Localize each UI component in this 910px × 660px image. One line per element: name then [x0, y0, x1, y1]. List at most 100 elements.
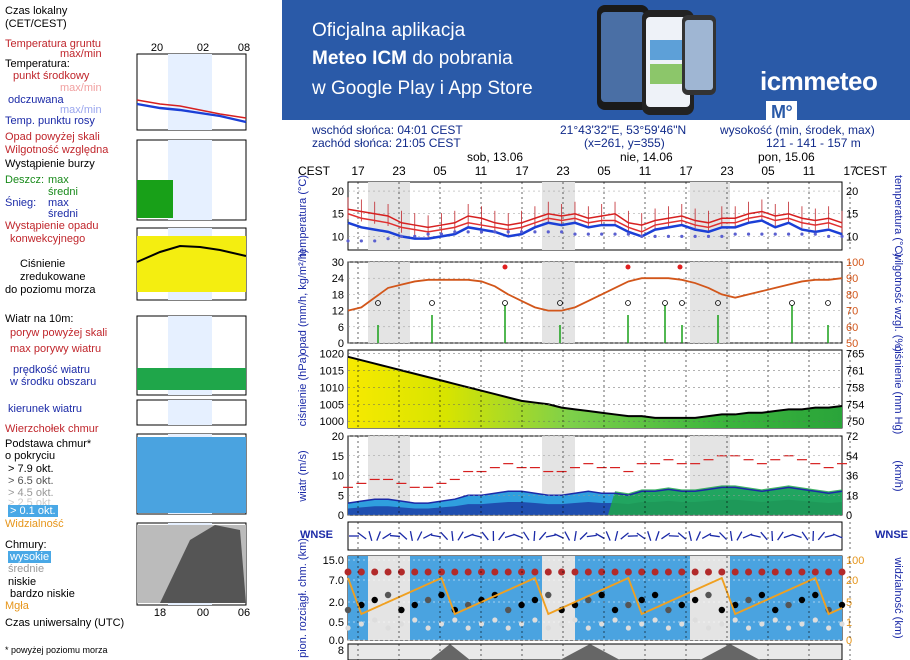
- temp-dew-point: [386, 237, 390, 241]
- legend-time-bottom-label: 00: [197, 607, 209, 619]
- pressure-area: [348, 356, 842, 428]
- visibility-tick-right: 20: [846, 575, 858, 587]
- cloud-top-dot: [584, 568, 592, 576]
- cloud-tick-left: 15.0: [323, 555, 344, 567]
- legend-time-bottom-label: 06: [238, 607, 250, 619]
- wind-speed-area-dark: [348, 499, 842, 515]
- wind-direction-arrow: [783, 533, 794, 539]
- cloud-panel-frame: [347, 555, 843, 641]
- sunset-text: zachód słońca: 21:05 CEST: [312, 136, 461, 150]
- wind-tick-left: 20: [332, 431, 344, 443]
- phone-mockup-icon: [597, 5, 716, 115]
- temp-series-felt: [347, 219, 843, 240]
- cloud-base-dot: [691, 596, 699, 604]
- cloud-base-dot-light: [438, 621, 445, 627]
- cloud-top-dot: [785, 568, 793, 576]
- wind-direction-arrow: [416, 531, 423, 541]
- wind-direction-arrow: [409, 530, 413, 542]
- cloud-top-dot: [478, 568, 486, 576]
- legend-okt-1: > 6.5 okt.: [8, 475, 54, 487]
- wind-direction-arrow: [472, 534, 482, 538]
- cloud-base-dot: [545, 591, 552, 599]
- legend-time-top-label: 02: [197, 42, 209, 54]
- legend-ground-temp: Temperatura gruntu: [5, 38, 101, 50]
- wind-night-band-2: [690, 436, 730, 515]
- cloud-base-dot: [478, 596, 485, 604]
- cloud-base-dot-light: [599, 621, 605, 627]
- wind-direction-arrow: [729, 530, 733, 542]
- cloud-top-dot: [518, 568, 526, 576]
- cloud-top-dot: [664, 568, 672, 576]
- cloud-top-dot: [731, 568, 739, 576]
- wind-direction-arrow: [579, 532, 588, 540]
- banner-app-name: Meteo ICM: [312, 48, 407, 69]
- app-promo-banner[interactable]: Oficjalna aplikacja Meteo ICM do pobrani…: [282, 0, 910, 120]
- cloud-base-dot: [384, 591, 392, 599]
- cloud-base-dot: [558, 606, 565, 614]
- cloud-base-dot: [411, 601, 418, 609]
- cloud-base-dot-light: [532, 617, 538, 623]
- wind-tick-right: 36: [846, 471, 858, 483]
- wind-direction-arrow: [357, 532, 367, 540]
- temp-ylabel-left: temperatura (°C): [297, 175, 309, 257]
- temp-dew-point: [399, 234, 404, 238]
- cloud-top-dot: [758, 568, 766, 576]
- hour-tick-label: 17: [679, 164, 693, 178]
- cloud-top-dot: [718, 568, 726, 576]
- wind-direction-arrow: [545, 534, 556, 538]
- wind-ylabel-right: (km/h): [892, 460, 904, 491]
- legend-clouds: Chmury:: [5, 539, 47, 551]
- cloud-base-dot: [424, 596, 432, 604]
- hour-tick-label: 17: [843, 164, 857, 178]
- cloud-top-dot: [624, 568, 632, 576]
- wind-direction-arrow: [709, 534, 720, 538]
- humidity-tick-right: 90: [846, 273, 858, 285]
- cloud-cover-shape: [560, 644, 620, 660]
- wind-speed-area-green: [608, 485, 842, 515]
- legend-rain-fill: [137, 180, 173, 218]
- visibility-tick-right: 1: [846, 617, 852, 629]
- cloud-base-dot-light: [505, 625, 511, 631]
- cloud-base-dot-light: [785, 625, 792, 631]
- legend-wind-fill: [137, 368, 246, 390]
- precip-occurrence-dot: [375, 300, 381, 306]
- temp-night-band-2: [690, 182, 730, 250]
- legend-utc: Czas uniwersalny (UTC): [5, 617, 125, 629]
- cloud-cover-panel: [347, 643, 843, 660]
- legend-felt-line: [136, 102, 247, 124]
- wind-ylabel-left: wiatr (m/s): [297, 450, 309, 502]
- cloud-base-dot: [585, 596, 592, 604]
- wind-direction-arrow: [463, 533, 474, 539]
- cloud-base-dot-light: [559, 621, 565, 627]
- cloud-night-band-2: [690, 556, 730, 640]
- cloud-base-dot: [785, 601, 792, 609]
- cloud-base-dot: [838, 601, 846, 609]
- cloud-base-dot-light: [385, 625, 391, 631]
- cloud-base-dot-light: [412, 617, 418, 623]
- legend-plots: 20 02 08 18 00 06: [136, 42, 250, 619]
- tz-label-left: CEST: [298, 164, 331, 178]
- cloud-top-dot: [825, 568, 833, 576]
- temp-dew-point: [413, 234, 417, 238]
- temp-dew-point: [493, 230, 497, 234]
- pres-tick-left: 1000: [320, 416, 344, 428]
- icmmeteo-logo: icmmeteo M°: [760, 66, 910, 120]
- cloud-top-dot: [811, 568, 819, 576]
- temp-dew-point: [466, 230, 470, 234]
- legend-wind: Wiatr na 10m:: [5, 313, 74, 325]
- cloud-top-dot: [357, 568, 365, 576]
- cloud-panel-sky: [348, 556, 842, 640]
- cloud-base-dot-light: [465, 625, 471, 631]
- legend-snow-max: max: [48, 197, 69, 209]
- pres-tick-right: 758: [846, 382, 864, 394]
- wind-tick-right: 54: [846, 451, 858, 463]
- cloud-base-dot: [625, 601, 632, 609]
- temp-dew-point: [693, 234, 697, 238]
- sunrise-text: wschód słońca: 04:01 CEST: [312, 123, 463, 137]
- cloud-base-dot-light: [745, 625, 752, 631]
- cloud-top-dot: [678, 568, 686, 576]
- wind-tick-right: 0: [846, 510, 852, 522]
- temp-tick-right: 20: [846, 186, 858, 198]
- hour-tick-label: 23: [556, 164, 570, 178]
- wind-direction-arrow: [586, 534, 597, 538]
